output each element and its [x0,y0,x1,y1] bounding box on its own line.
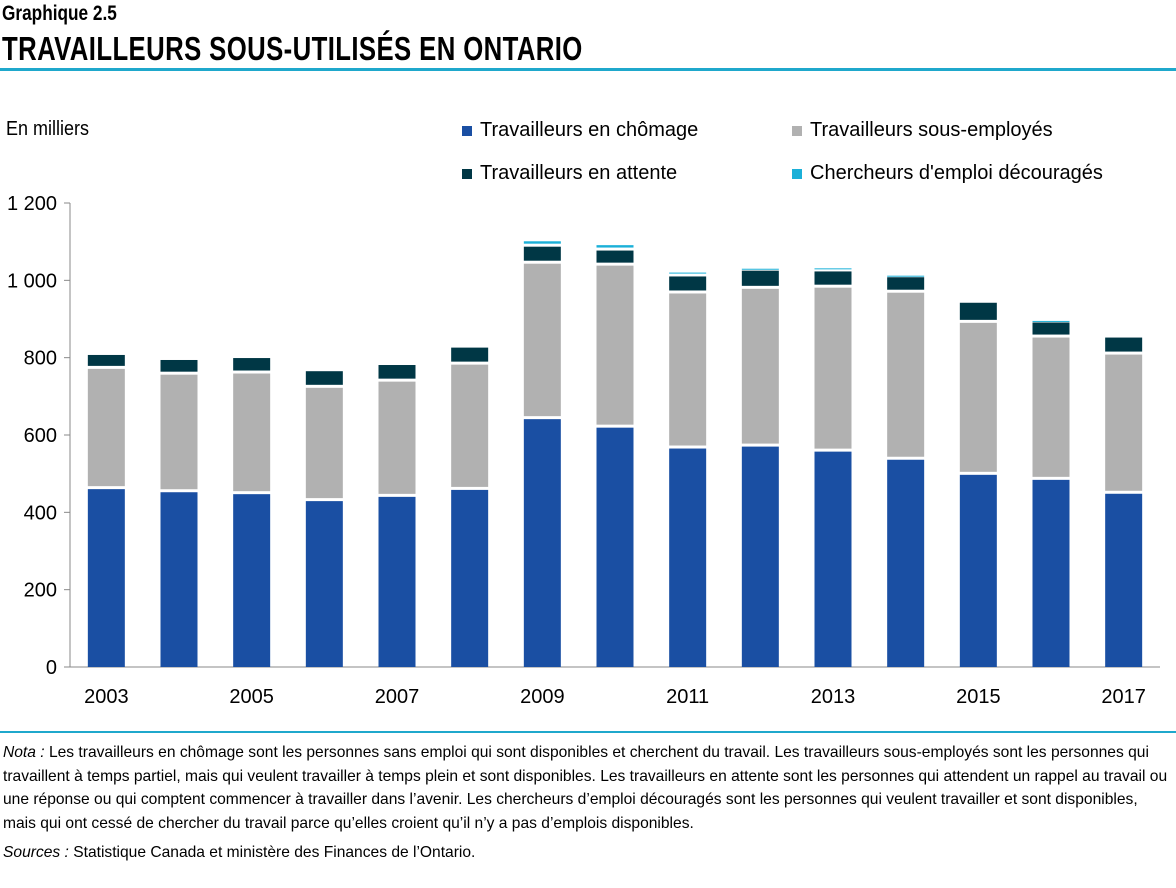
bar-segment-2003-0 [87,489,125,667]
bar-segment-2009-3 [523,241,561,244]
bar-segment-2009-1 [523,263,561,417]
bar-segment-2011-2 [669,276,707,291]
bar-segment-2004-0 [160,492,198,667]
bar-segment-2016-0 [1032,479,1070,667]
bar-segment-2008-2 [451,347,489,362]
legend-label: Travailleurs en chômage [480,119,699,141]
bar-segment-2004-2 [160,359,198,372]
legend-swatch [462,125,472,136]
bar-segment-2011-3 [669,272,707,274]
x-tick-label: 2013 [811,686,856,708]
bar-segment-2014-1 [887,292,925,457]
bar-segment-2013-3 [814,268,852,270]
bar-segment-2016-1 [1032,337,1070,477]
bar-segment-2003-2 [87,354,125,366]
legend-item-underemployed: Travailleurs sous-employés [792,119,1053,142]
chart-title: TRAVAILLEURS SOUS-UTILISÉS EN ONTARIO [2,30,583,67]
bar-segment-2017-2 [1105,337,1143,352]
x-tick-label: 2017 [1101,686,1146,708]
bar-segment-2008-0 [451,489,489,667]
title-rule [0,68,1176,71]
bar-segment-2009-0 [523,419,561,667]
bar-segment-2014-0 [887,459,925,667]
legend-item-unemployed: Travailleurs en chômage [462,119,698,142]
bar-segment-2015-2 [959,302,997,320]
legend-label: Travailleurs en attente [480,162,678,184]
sources: Sources : Statistique Canada et ministèr… [3,844,475,862]
bar-segment-2017-0 [1105,493,1143,667]
bar-segment-2007-2 [378,365,416,379]
bar-segment-2013-1 [814,287,852,449]
bar-segment-2006-0 [305,501,343,667]
x-tick-label: 2015 [956,686,1001,708]
y-axis-unit-label: En milliers [6,118,90,140]
y-tick-label: 0 [46,657,57,679]
bar-segment-2010-0 [596,427,634,667]
bar-segment-2011-1 [669,293,707,446]
bar-segment-2012-0 [741,446,779,667]
bar-segment-2005-1 [233,373,271,492]
legend-item-discouraged: Chercheurs d'emploi découragés [792,162,1103,185]
note-text: Les travailleurs en chômage sont les per… [3,744,1168,832]
legend-label: Travailleurs sous-employés [810,119,1053,141]
x-tick-label: 2009 [520,686,565,708]
bar-segment-2005-2 [233,358,271,371]
note-label: Nota : [3,744,45,761]
y-tick-label: 1 000 [7,270,57,292]
y-tick-label: 1 200 [7,193,57,215]
bar-segment-2013-2 [814,271,852,285]
stacked-bar-chart: 0 200 400 600 800 1 000 1 200 2003 2005 2007 2009 2… [7,193,1160,708]
bar-segment-2014-2 [887,277,925,290]
bar-segment-2010-3 [596,245,634,248]
x-tick-label: 2005 [229,686,274,708]
note: Nota : Les travailleurs en chômage sont … [3,741,1173,835]
bar-segment-2006-2 [305,371,343,385]
y-tick-label: 800 [24,348,57,370]
sources-label: Sources : [3,844,69,861]
bar-segment-2016-2 [1032,322,1070,335]
bar-segment-2007-1 [378,381,416,494]
bar-segment-2006-1 [305,387,343,499]
legend-label: Chercheurs d'emploi découragés [810,162,1103,184]
bar-segment-2012-3 [741,268,779,270]
bar-segment-2009-2 [523,246,561,261]
legend-item-waiting: Travailleurs en attente [462,162,677,185]
bar-segment-2015-0 [959,474,997,667]
bar-segment-2014-3 [887,275,925,277]
x-tick-label: 2011 [666,686,709,708]
legend-swatch [792,125,802,136]
footer-rule [0,731,1176,733]
legend-swatch [462,168,472,179]
chart-number: Graphique 2.5 [2,2,117,25]
bar-segment-2003-1 [87,368,125,487]
legend-swatch [792,168,802,179]
y-tick-label: 600 [24,425,57,447]
bar-segment-2012-1 [741,288,779,444]
bar-segment-2005-0 [233,494,271,667]
bar-segment-2017-1 [1105,354,1143,491]
bar-segment-2016-3 [1032,320,1070,322]
bar-segment-2010-1 [596,265,634,425]
sources-text: Statistique Canada et ministère des Fina… [68,844,476,861]
bar-segment-2010-2 [596,250,634,263]
y-tick-label: 400 [24,502,57,524]
x-tick-label: 2003 [84,686,129,708]
bar-segment-2013-0 [814,451,852,667]
bar-segment-2007-0 [378,496,416,667]
bar-segment-2011-0 [669,448,707,667]
bar-segment-2008-1 [451,364,489,487]
x-tick-label: 2007 [375,686,420,708]
y-tick-label: 200 [24,580,57,602]
bar-segment-2004-1 [160,374,198,490]
bar-segment-2015-1 [959,322,997,472]
bar-segment-2012-2 [741,270,779,286]
